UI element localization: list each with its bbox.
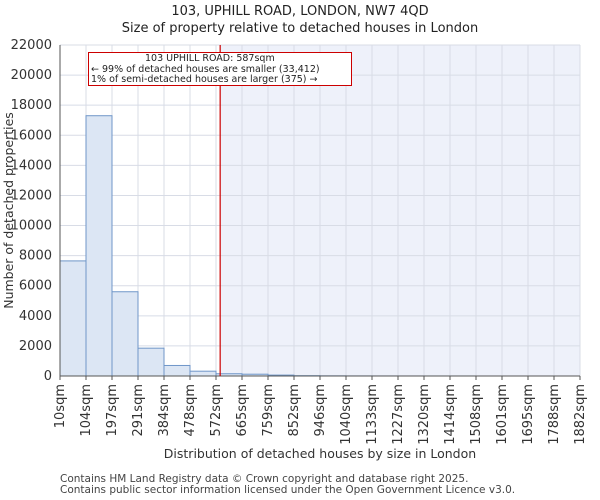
- y-tick-label: 6000: [19, 279, 52, 294]
- x-axis-label: Distribution of detached houses by size …: [164, 446, 476, 461]
- x-tick-label: 1227sqm: [391, 384, 406, 445]
- x-tick-label: 1601sqm: [495, 384, 510, 445]
- y-tick-label: 22000: [11, 38, 52, 53]
- y-tick-label: 2000: [19, 339, 52, 354]
- x-tick-label: 1040sqm: [339, 384, 354, 445]
- x-tick-label: 1133sqm: [365, 384, 380, 445]
- footer-line-2: Contains public sector information licen…: [60, 484, 516, 496]
- bars: [59, 115, 477, 377]
- histogram-bar: [59, 260, 87, 377]
- chart-subtitle: Size of property relative to detached ho…: [121, 21, 479, 36]
- y-tick-label: 18000: [11, 98, 52, 113]
- x-tick-label: 759sqm: [261, 384, 276, 437]
- x-tick-label: 852sqm: [287, 384, 302, 437]
- histogram-bar: [163, 364, 191, 377]
- x-tick-labels: 10sqm 104sqm 197sqm 291sqm 384sqm 478sqm 572sq…: [53, 376, 588, 445]
- y-tick-label: 16000: [11, 128, 52, 143]
- annotation-line-1: 103 UPHILL ROAD: 587sqm: [145, 53, 275, 64]
- gridlines: [59, 44, 581, 377]
- y-tick-label: 14000: [11, 158, 52, 173]
- annotation-line-2: ← 99% of detached houses are smaller (33…: [91, 63, 320, 75]
- marker-annotation: 103 UPHILL ROAD: 587sqm ← 99% of detache…: [88, 52, 352, 86]
- y-tick-label: 0: [44, 369, 52, 384]
- x-tick-label: 1414sqm: [443, 384, 458, 445]
- x-tick-label: 572sqm: [209, 384, 224, 437]
- larger-properties-region: [220, 45, 580, 376]
- y-tick-label: 12000: [11, 188, 52, 203]
- footer-line-1: Contains HM Land Registry data © Crown c…: [60, 473, 469, 485]
- x-tick-label: 10sqm: [53, 384, 68, 428]
- x-tick-label: 478sqm: [183, 384, 198, 437]
- histogram-bar: [189, 370, 217, 377]
- x-tick-label: 1320sqm: [417, 384, 432, 445]
- y-tick-label: 8000: [19, 249, 52, 264]
- chart-title: 103, UPHILL ROAD, LONDON, NW7 4QD: [171, 4, 429, 19]
- x-tick-label: 946sqm: [313, 384, 328, 437]
- x-tick-label: 197sqm: [105, 384, 120, 437]
- x-tick-label: 384sqm: [157, 384, 172, 437]
- x-tick-label: 1508sqm: [469, 384, 484, 445]
- x-tick-label: 1788sqm: [547, 384, 562, 445]
- histogram-bar: [85, 115, 113, 377]
- x-tick-label: 665sqm: [235, 384, 250, 437]
- x-tick-label: 1695sqm: [521, 384, 536, 445]
- y-tick-labels: 0 2000 4000 6000 8000 10000 12000 14000 16000 180…: [11, 38, 52, 384]
- x-tick-label: 1882sqm: [573, 384, 588, 445]
- x-tick-label: 104sqm: [79, 384, 94, 437]
- histogram-bar: [111, 291, 139, 377]
- annotation-line-3: 1% of semi-detached houses are larger (3…: [91, 74, 318, 85]
- y-tick-label: 20000: [11, 68, 52, 83]
- y-tick-label: 4000: [19, 309, 52, 324]
- x-tick-label: 291sqm: [131, 384, 146, 437]
- y-axis-label: Number of detached properties: [1, 112, 16, 309]
- y-tick-label: 10000: [11, 219, 52, 234]
- histogram-bar: [137, 347, 165, 377]
